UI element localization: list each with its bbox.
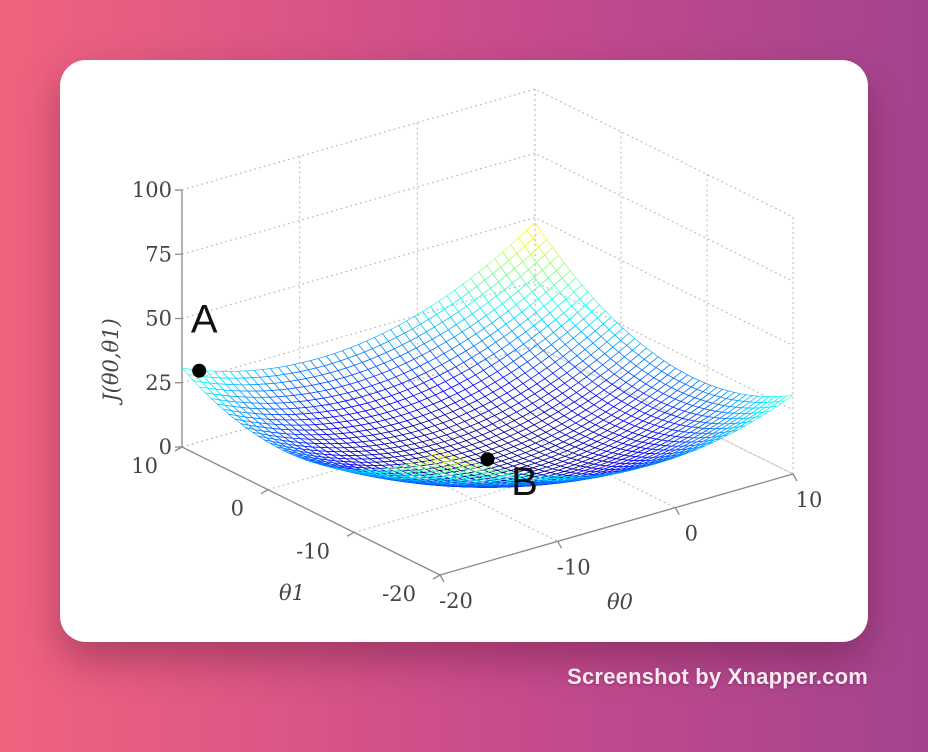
point-b-label: B: [511, 460, 538, 504]
gridline-x-floor: [299, 412, 558, 542]
y-tick-label: -20: [382, 582, 416, 606]
surface-cell: [433, 451, 449, 458]
x-tick: [674, 507, 680, 515]
z-tick-label: 25: [145, 371, 172, 395]
gridline-x-floor: [417, 379, 676, 509]
gridline-y-floor: [353, 430, 708, 533]
point-a-label: A: [191, 298, 218, 342]
x-tick-label: 10: [796, 488, 823, 512]
x-axis-line: [439, 473, 794, 576]
y-tick-label: 0: [231, 497, 244, 521]
x-axis-title: θ0: [607, 590, 633, 614]
x-tick-label: -20: [439, 589, 473, 613]
x-tick: [557, 541, 563, 549]
z-tick-label: 75: [145, 242, 172, 266]
y-tick: [346, 531, 355, 537]
x-tick-label: 0: [685, 522, 698, 546]
chart-card: 0 25 50 75 100 -20 -10 0 10 -20 -10 0 10 J(θ0,θ1) θ1 θ0…: [60, 60, 868, 642]
y-tick: [432, 574, 441, 580]
z-axis-title: J(θ0,θ1): [99, 318, 123, 406]
y-axis-title: θ1: [279, 581, 305, 605]
z-tick-label: 100: [132, 178, 172, 202]
gridline-z: [181, 152, 794, 282]
x-tick-label: -10: [557, 555, 591, 579]
z-tick-label: 0: [159, 435, 172, 459]
x-tick: [439, 574, 445, 583]
y-tick-label: 10: [131, 454, 158, 478]
y-tick: [260, 489, 269, 495]
gridline-y-floor: [267, 388, 622, 491]
watermark-text: Screenshot by Xnapper.com: [567, 664, 868, 689]
point-b-marker: [480, 452, 495, 467]
point-a-marker: [192, 363, 207, 378]
y-axis-line: [181, 446, 441, 576]
y-tick-label: -10: [296, 539, 330, 563]
axis-layer: [174, 189, 798, 583]
surface-layer: [181, 221, 794, 488]
x-tick: [792, 473, 798, 482]
gridline-x-floor: [534, 345, 794, 475]
y-tick: [174, 446, 183, 452]
z-tick-label: 50: [145, 307, 172, 331]
gridline-z: [181, 88, 794, 218]
